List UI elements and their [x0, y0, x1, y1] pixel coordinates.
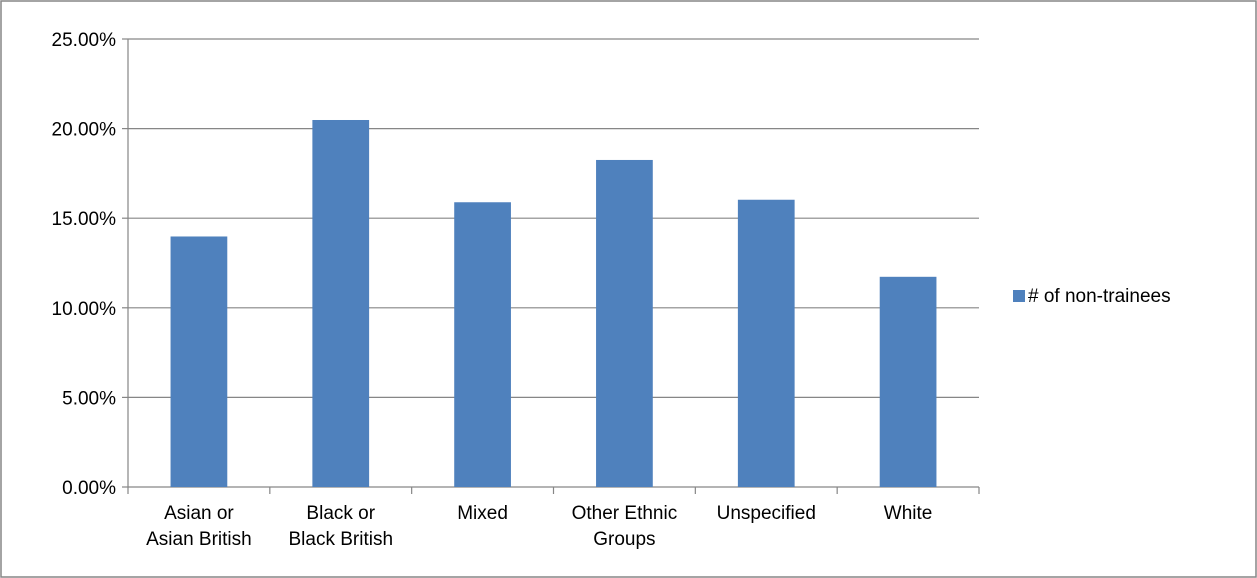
x-tick-label-line: Asian British: [146, 529, 252, 550]
legend-swatch: [1013, 290, 1025, 302]
x-tick-label-line: Black British: [288, 529, 393, 550]
x-tick-label-line: Mixed: [457, 503, 508, 524]
bar: [596, 159, 653, 487]
bar: [312, 119, 370, 487]
bar: [879, 276, 937, 487]
x-tick-label: White: [884, 503, 933, 524]
y-tick-labels: 0.00% 5.00% 10.00% 15.00% 20.00% 25.00%: [52, 30, 117, 499]
y-tick-label: 25.00%: [52, 30, 117, 51]
legend: # of non-trainees: [1013, 286, 1171, 307]
x-tick-label-line: Unspecified: [717, 503, 816, 524]
x-tick-label-line: White: [884, 503, 933, 524]
gridlines: [128, 38, 979, 398]
x-tick-label: Black or Black British: [288, 503, 393, 550]
x-tick-label: Unspecified: [717, 503, 816, 524]
x-tick-label: Asian or Asian British: [146, 503, 252, 550]
bars: [170, 119, 937, 487]
y-tick-label: 0.00%: [62, 478, 116, 499]
legend-label: # of non-trainees: [1028, 286, 1171, 307]
bar: [170, 236, 228, 487]
x-tick-label-line: Other Ethnic: [572, 503, 678, 524]
y-tick-label: 5.00%: [62, 388, 116, 409]
x-tick-label: Other Ethnic Groups: [572, 503, 678, 550]
bar: [737, 199, 795, 487]
y-tick-label: 10.00%: [52, 299, 117, 320]
y-tick-label: 15.00%: [52, 209, 117, 230]
y-tick-label: 20.00%: [52, 120, 117, 141]
axes: [122, 38, 980, 494]
x-tick-label-line: Asian or: [164, 503, 234, 524]
x-tick-label-line: Groups: [593, 529, 655, 550]
x-tick-label-line: Black or: [306, 503, 375, 524]
bar: [454, 202, 511, 487]
x-tick-label: Mixed: [457, 503, 508, 524]
x-tick-labels: Asian or Asian British Black or Black Briti…: [146, 503, 932, 550]
